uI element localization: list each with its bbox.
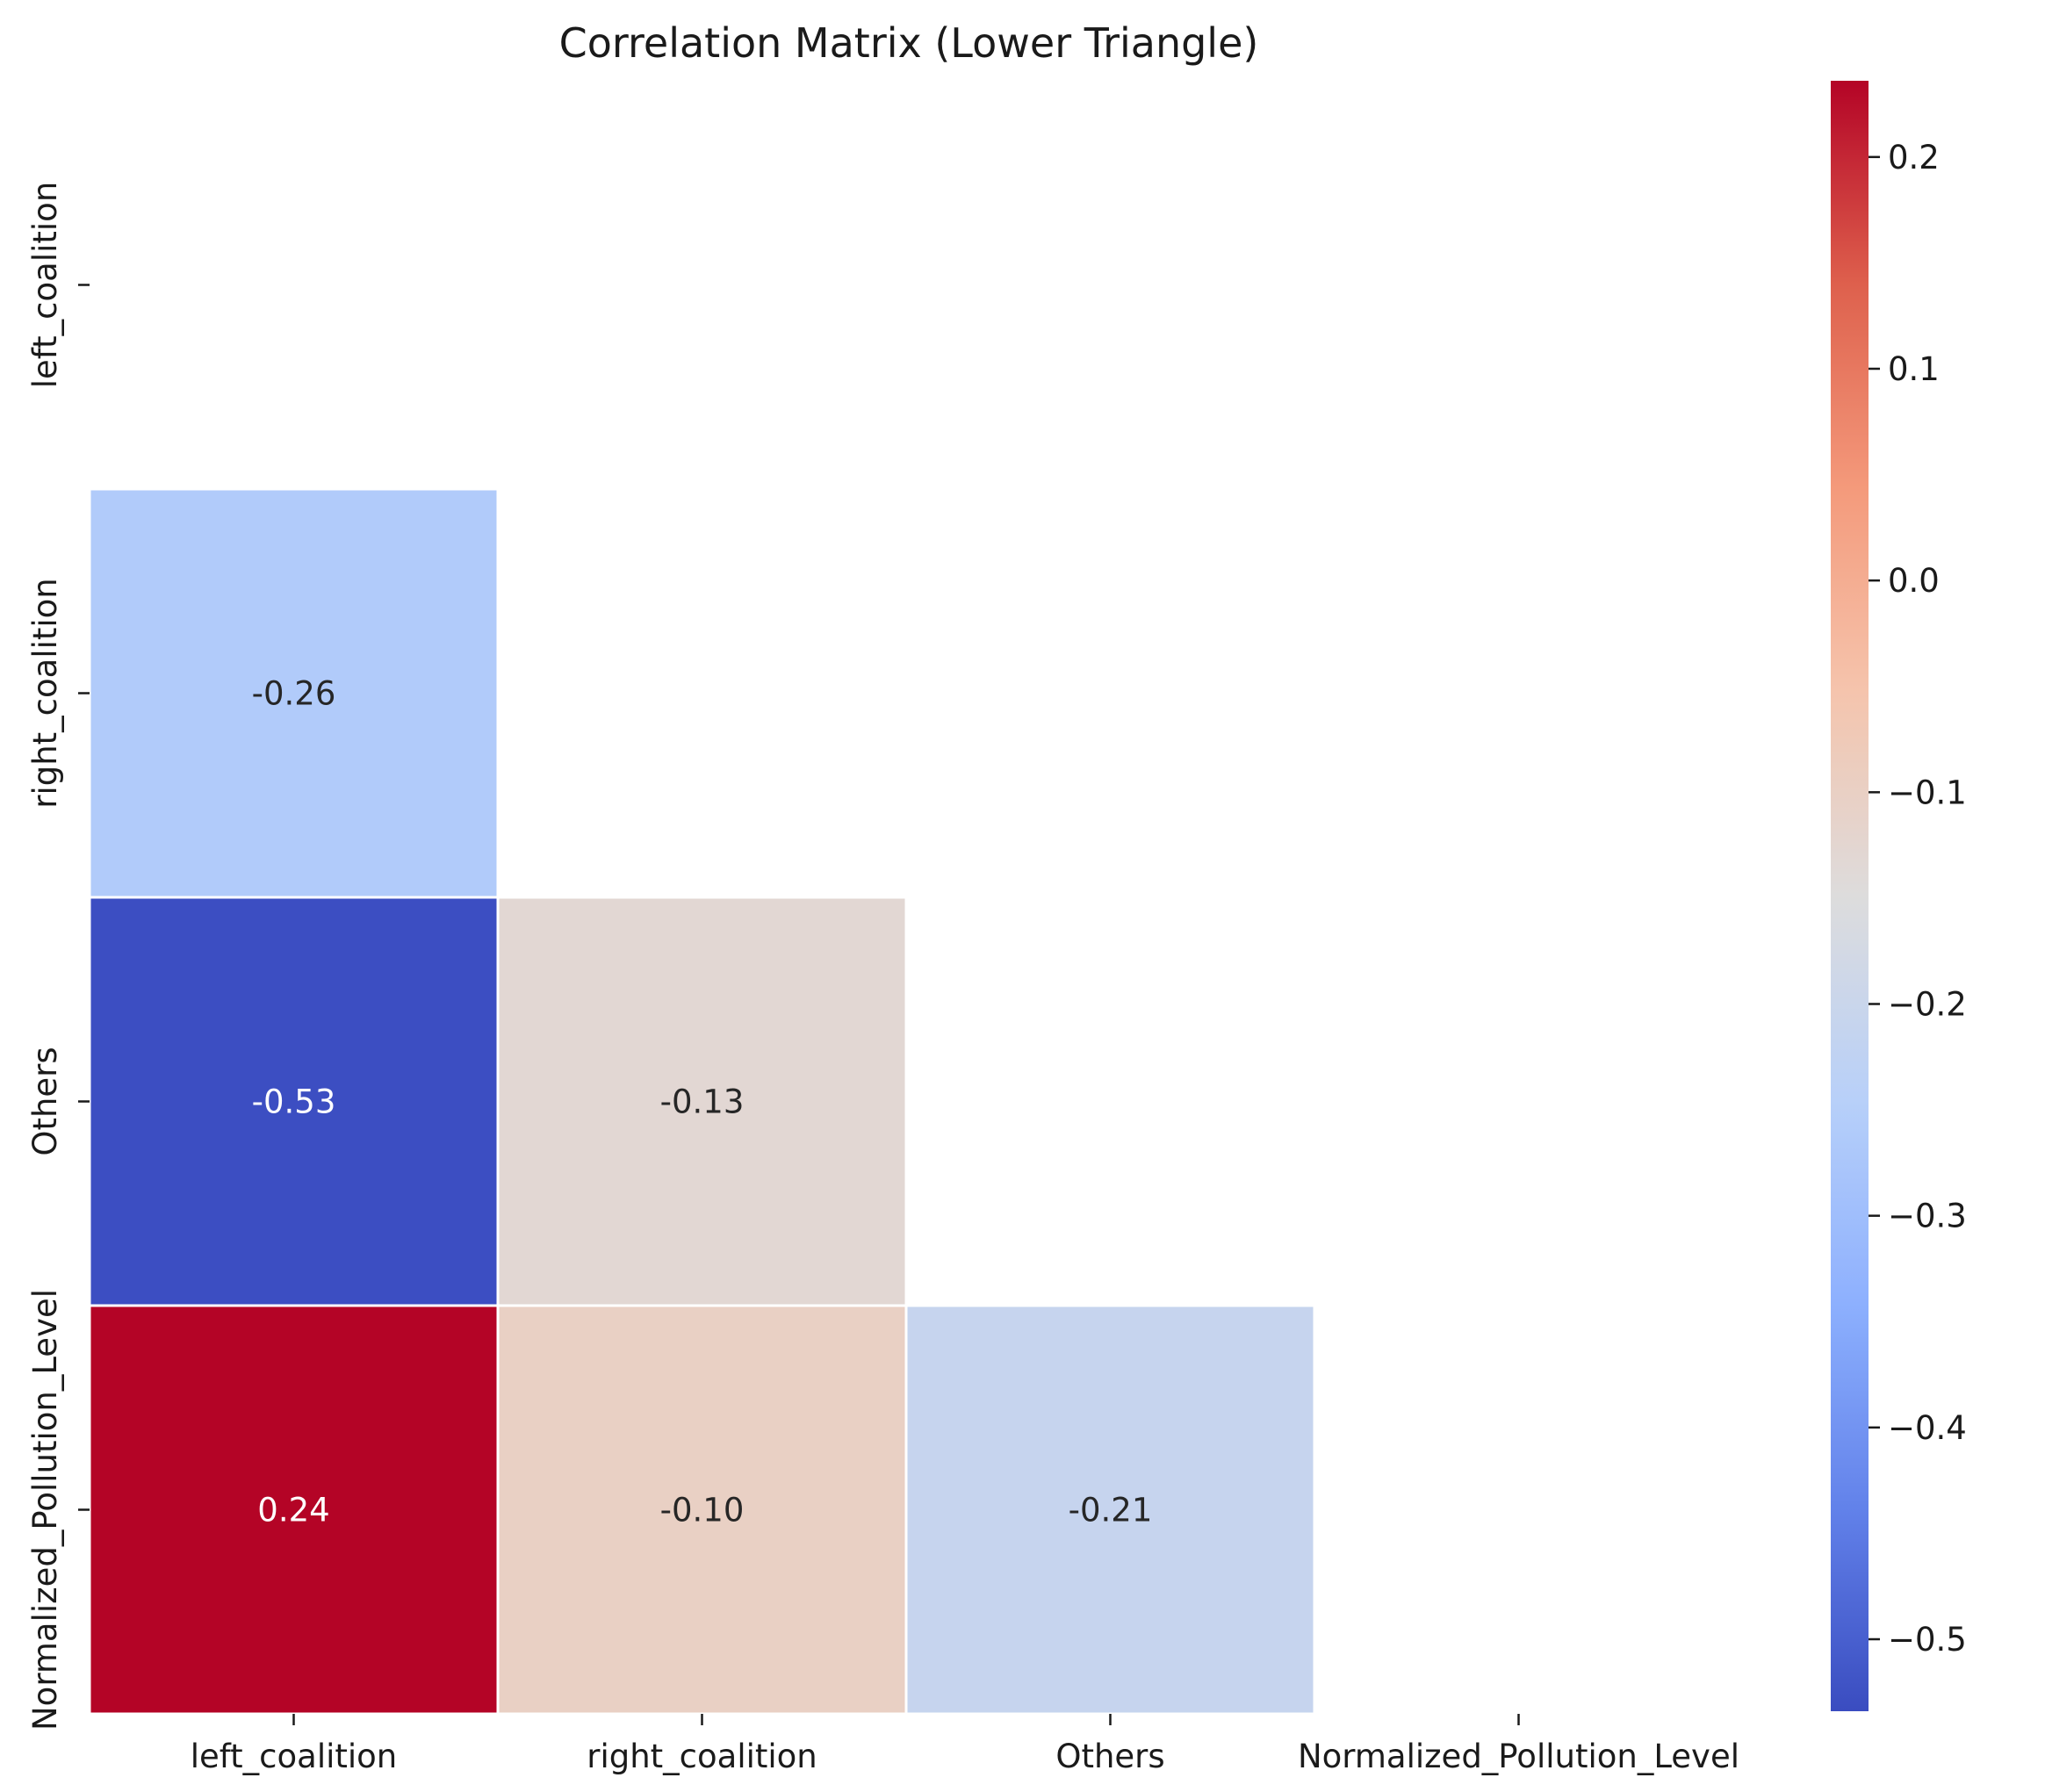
heatmap-cell bbox=[88, 487, 500, 899]
colorbar-tick-label: −0.4 bbox=[1888, 1409, 1967, 1447]
heatmap-cell bbox=[88, 1304, 500, 1716]
y-tick-label: right_coalition bbox=[26, 578, 64, 809]
heatmap-cell bbox=[88, 896, 500, 1307]
y-axis: left_coalition right_coalition Others Norma… bbox=[26, 182, 90, 1731]
heatmap-cell bbox=[496, 1304, 908, 1716]
y-tick-label: left_coalition bbox=[26, 182, 64, 389]
cell-value-label: -0.21 bbox=[1069, 1492, 1153, 1529]
y-tick-label: Normalized_Pollution_Level bbox=[26, 1289, 64, 1731]
x-tick-label: right_coalition bbox=[587, 1738, 817, 1775]
colorbar-tick-label: −0.2 bbox=[1888, 985, 1967, 1023]
colorbar-tick-label: −0.5 bbox=[1888, 1621, 1967, 1659]
cell-value-label: -0.10 bbox=[660, 1492, 745, 1529]
colorbar-tick-label: 0.0 bbox=[1888, 562, 1940, 600]
x-tick-label: Normalized_Pollution_Level bbox=[1298, 1738, 1739, 1775]
heatmap-cell bbox=[904, 1304, 1316, 1716]
y-tick-label: Others bbox=[26, 1047, 64, 1155]
colorbar-tick-label: 0.2 bbox=[1888, 139, 1940, 176]
x-tick-label: left_coalition bbox=[191, 1738, 398, 1775]
x-axis: left_coalition right_coalition Others Norma… bbox=[191, 1714, 1739, 1775]
colorbar: 0.2 0.1 0.0 −0.1 −0.2 −0.3 −0.4 −0.5 bbox=[1831, 81, 1967, 1711]
colorbar-tick-label: −0.3 bbox=[1888, 1198, 1967, 1235]
cell-value-label: -0.13 bbox=[660, 1083, 745, 1121]
chart-title: Correlation Matrix (Lower Triangle) bbox=[559, 19, 1259, 67]
x-tick-label: Others bbox=[1055, 1738, 1164, 1775]
heatmap-cells: -0.26 -0.53 -0.13 0.24 -0.10 -0.21 bbox=[88, 487, 1316, 1716]
cell-value-label: -0.53 bbox=[252, 1083, 336, 1121]
cell-value-label: -0.26 bbox=[252, 675, 336, 713]
heatmap-cell bbox=[496, 896, 908, 1307]
colorbar-tick-label: 0.1 bbox=[1888, 350, 1940, 388]
colorbar-tick-label: −0.1 bbox=[1888, 774, 1967, 811]
cell-value-label: 0.24 bbox=[257, 1492, 329, 1529]
colorbar-gradient bbox=[1831, 81, 1869, 1711]
